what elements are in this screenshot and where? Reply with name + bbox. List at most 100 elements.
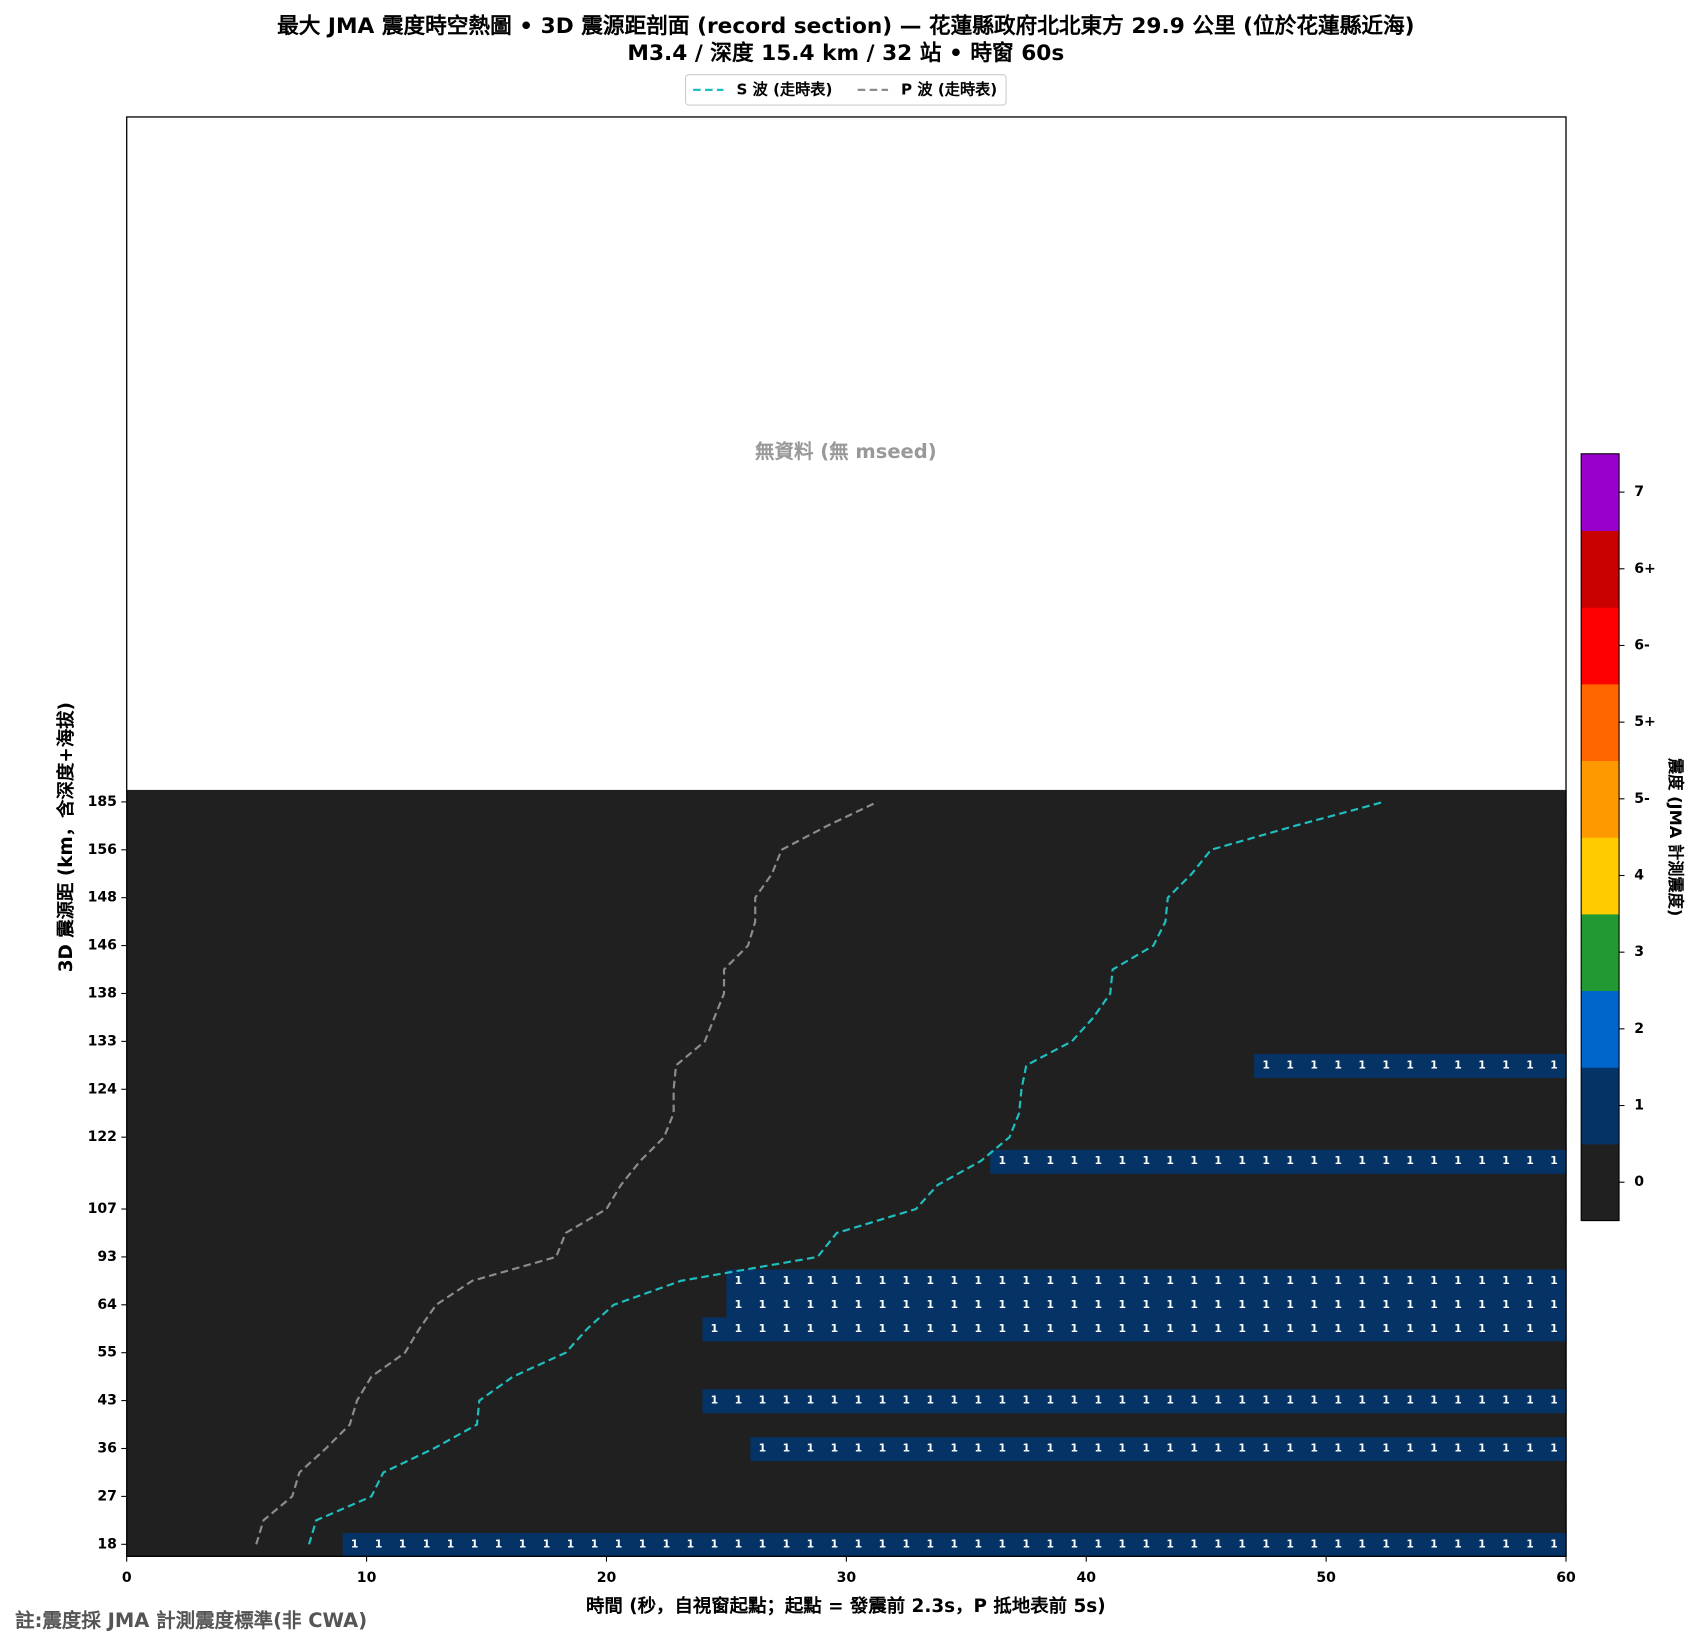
heat-cell: [630, 1029, 656, 1055]
heat-cell: [534, 933, 560, 959]
heat-cell: [1278, 1101, 1303, 1126]
heat-cell: [654, 1388, 680, 1414]
cell-label: 1: [1118, 1537, 1126, 1550]
heat-cell: [1470, 1364, 1495, 1390]
heat-cell: [198, 1316, 224, 1342]
cell-label: 1: [951, 1322, 959, 1335]
heat-cell: [966, 1077, 991, 1102]
heat-cell: [1278, 1532, 1303, 1557]
heat-cell: [966, 1484, 991, 1510]
heat-cell: [1182, 1173, 1207, 1198]
cell-label: 1: [975, 1274, 983, 1287]
heat-cell: [678, 1460, 704, 1486]
heat-cell: [342, 1292, 368, 1318]
heat-cell: [894, 1508, 919, 1533]
cell-label: 1: [591, 1537, 599, 1550]
cell-label: 1: [1046, 1274, 1054, 1287]
heat-cell: [1494, 933, 1519, 959]
heat-cell: [798, 1364, 824, 1390]
heat-cell: [1206, 1292, 1231, 1318]
heat-cell: [1086, 957, 1111, 983]
heat-cell: [1254, 981, 1279, 1007]
heat-cell: [558, 1197, 584, 1222]
heat-cell: [1254, 1101, 1279, 1126]
heat-cell: [438, 1532, 464, 1557]
heat-cell: [1278, 1388, 1303, 1414]
cell-label: 1: [855, 1274, 863, 1287]
heat-cell: [606, 1125, 632, 1150]
heat-cell: [1542, 1484, 1567, 1510]
colorbar-tick-label: 4: [1634, 867, 1644, 883]
heat-cell: [294, 789, 320, 815]
cell-label: 1: [1286, 1442, 1294, 1455]
heat-cell: [606, 1268, 632, 1294]
heat-cell: [342, 1005, 368, 1031]
heat-cell: [966, 1340, 991, 1366]
heat-cell: [1350, 1316, 1375, 1342]
heat-cell: [966, 1029, 991, 1055]
heat-cell: [966, 1220, 991, 1246]
heat-cell: [510, 1029, 536, 1055]
heat-cell: [390, 1149, 416, 1174]
y-tick-label: 55: [97, 1345, 117, 1361]
heat-cell: [1062, 1388, 1087, 1414]
heat-cell: [822, 1220, 848, 1246]
heat-cell: [1518, 1005, 1543, 1031]
heat-cell: [750, 957, 776, 983]
y-tick-label: 122: [88, 1129, 117, 1145]
heat-cell: [1230, 1532, 1255, 1557]
heat-cell: [1254, 1532, 1279, 1557]
heat-cell: [846, 1244, 872, 1270]
heat-cell: [1038, 1101, 1063, 1126]
colorbar-swatch: [1581, 913, 1620, 992]
cell-label: 1: [879, 1298, 887, 1311]
y-tick-label: 64: [97, 1297, 117, 1313]
heat-cell: [990, 813, 1015, 839]
heat-cell: [1038, 957, 1063, 983]
heat-cell: [558, 861, 584, 887]
heat-cell: [942, 1197, 967, 1222]
heat-cell: [918, 1077, 943, 1102]
heat-cell: [1422, 1292, 1447, 1318]
heat-cell: [1038, 1436, 1063, 1462]
heat-cell: [942, 981, 967, 1007]
cell-label: 1: [351, 1537, 359, 1550]
heat-cell: [270, 1244, 296, 1270]
heat-cell: [1182, 837, 1207, 863]
heat-cell: [1302, 1364, 1327, 1390]
heat-cell: [582, 1388, 608, 1414]
heat-cell: [438, 837, 464, 863]
heat-cell: [1038, 813, 1063, 839]
heat-cell: [894, 1029, 919, 1055]
heat-cell: [1014, 1292, 1039, 1318]
heat-cell: [534, 1436, 560, 1462]
heat-cell: [750, 1077, 776, 1102]
heat-cell: [1278, 1412, 1303, 1438]
heat-cell: [630, 789, 656, 815]
heat-cell: [1374, 837, 1399, 863]
cell-label: 1: [1118, 1154, 1126, 1167]
heat-cell: [1038, 837, 1063, 863]
cell-label: 1: [1142, 1154, 1150, 1167]
heat-cell: [246, 957, 272, 983]
cell-label: 1: [1550, 1322, 1558, 1335]
heat-cell: [822, 1508, 848, 1533]
heat-cell: [1206, 1244, 1231, 1270]
heat-cell: [510, 813, 536, 839]
heat-cell: [198, 1508, 224, 1533]
heat-cell: [486, 1316, 512, 1342]
heat-cell: [702, 1029, 728, 1055]
heat-cell: [366, 1388, 392, 1414]
heat-cell: [966, 1244, 991, 1270]
heat-cell: [1494, 837, 1519, 863]
heat-cell: [630, 1484, 656, 1510]
heat-cell: [1038, 861, 1063, 887]
heat-cell: [1350, 909, 1375, 935]
heat-cell: [1350, 981, 1375, 1007]
heat-cell: [1278, 933, 1303, 959]
heat-cell: [678, 1412, 704, 1438]
heat-cell: [342, 1077, 368, 1102]
heat-cell: [462, 861, 488, 887]
heat-cell: [630, 1412, 656, 1438]
heat-cell: [414, 1053, 440, 1078]
